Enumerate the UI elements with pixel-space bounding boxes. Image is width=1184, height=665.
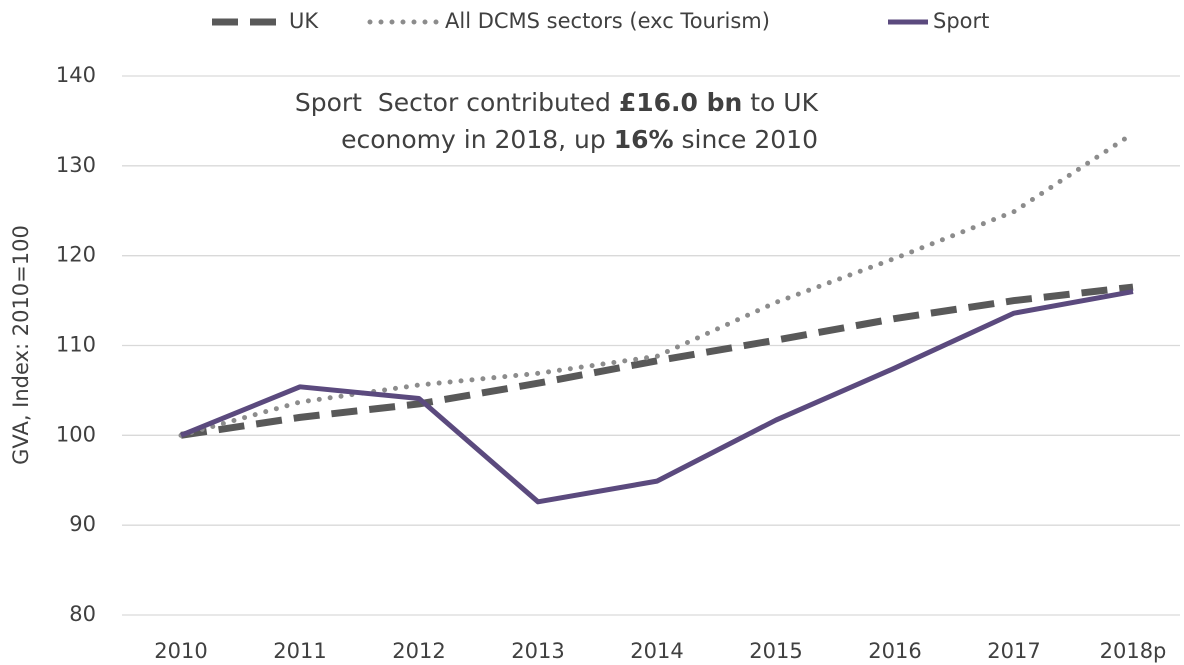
x-tick-label: 2015 <box>749 639 802 663</box>
series-line <box>180 283 1134 439</box>
annotation-part: economy in 2018, up <box>341 125 614 154</box>
annotation-part: £16.0 bn <box>619 88 742 117</box>
y-tick-label: 140 <box>56 63 96 87</box>
x-tick-label: 2014 <box>630 639 683 663</box>
legend-label: Sport <box>933 9 989 33</box>
legend-label: UK <box>289 9 319 33</box>
annotation: economy in 2018, up 16% since 2010 <box>341 125 818 154</box>
annotation-part: Sport Sector contributed <box>295 88 619 117</box>
y-tick-label: 80 <box>69 602 96 626</box>
x-tick-label: 2013 <box>511 639 564 663</box>
series-line <box>178 130 1136 438</box>
x-tick-label: 2016 <box>868 639 921 663</box>
legend-label: All DCMS sectors (exc Tourism) <box>445 9 770 33</box>
y-tick-label: 100 <box>56 422 96 446</box>
x-tick-label: 2010 <box>154 639 207 663</box>
y-tick-label: 120 <box>56 243 96 267</box>
y-axis-label: GVA, Index: 2010=100 <box>9 225 33 465</box>
y-tick-label: 90 <box>69 512 96 536</box>
annotation-part: to UK <box>742 88 818 117</box>
y-tick-label: 110 <box>56 333 96 357</box>
x-tick-label: 2012 <box>392 639 445 663</box>
annotation-part: since 2010 <box>674 125 818 154</box>
annotation-part: 16% <box>614 125 674 154</box>
x-tick-label: 2018p <box>1100 639 1167 663</box>
x-tick-label: 2017 <box>987 639 1040 663</box>
x-tick-label: 2011 <box>273 639 326 663</box>
series-line <box>180 289 1134 505</box>
y-tick-label: 130 <box>56 153 96 177</box>
annotation: Sport Sector contributed £16.0 bn to UK <box>295 88 819 117</box>
